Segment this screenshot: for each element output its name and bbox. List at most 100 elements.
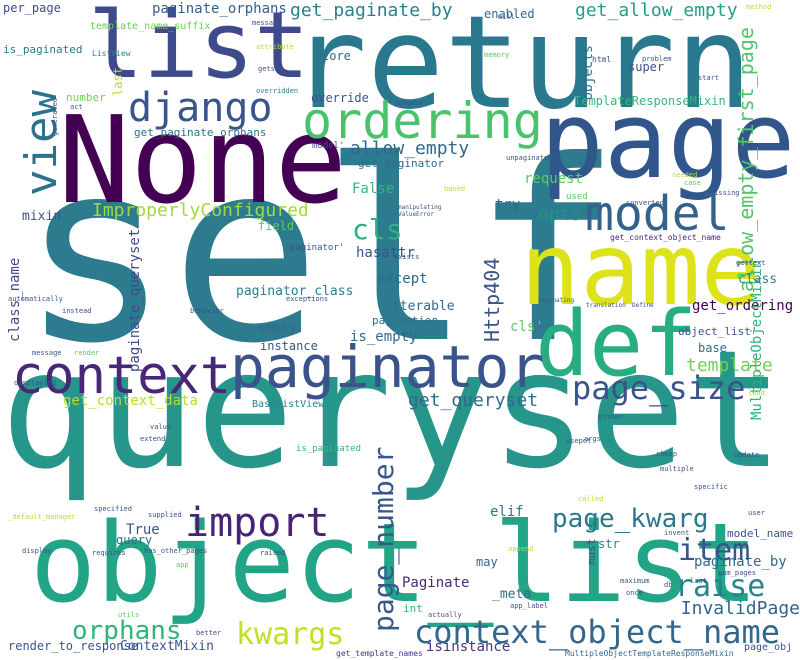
word-once: once (626, 589, 643, 597)
word-request: request (524, 171, 584, 187)
word-is-empty: is_empty (350, 329, 418, 345)
word-model: model (585, 186, 730, 242)
word-paginate-orphans: paginate_orphans (152, 1, 287, 17)
word-orphans: orphans (72, 616, 182, 646)
word-django: django (128, 85, 273, 131)
word-paginator: paginator (230, 333, 545, 401)
word-translation: translation (586, 302, 626, 309)
word-page-number: page_number (367, 446, 400, 632)
word-raise: raise (675, 569, 766, 604)
word-automatically: automatically (8, 295, 63, 303)
word-app-label: app_label (510, 602, 548, 610)
word-ordering: ordering (302, 92, 543, 150)
word-try: try (495, 197, 521, 213)
word-supplied: supplied (148, 511, 182, 519)
word-html: html (592, 55, 612, 64)
word-instead: instead (62, 307, 92, 315)
word-render: render (74, 349, 100, 357)
word-maximum: maximum (620, 577, 650, 585)
word-default-manager: _default_manager (8, 513, 76, 521)
word-invent: invent (664, 529, 690, 537)
word-needed: needed (672, 171, 698, 179)
word-problem: problem (642, 55, 672, 63)
word-pagination: pagination (372, 314, 439, 327)
word-case: case (684, 179, 701, 187)
word-mixin: mixin (22, 209, 62, 224)
word-args: args (584, 435, 601, 443)
word-get-paginate-by: get_paginate_by (290, 0, 453, 21)
word-get-paginate-orphans: get_paginate_orphans (134, 126, 267, 139)
word-displaying: displaying (14, 379, 57, 387)
word-int: int (403, 602, 423, 615)
word-update: update (734, 451, 760, 459)
word-generated: generated (51, 98, 59, 136)
word-attribute: attribute (256, 43, 294, 51)
word-queryset: queryset (0, 316, 784, 505)
word-app: app (176, 561, 189, 569)
word-baselistview: BaseListView (252, 399, 325, 410)
word-display: display (22, 547, 52, 555)
word-raised: raised (260, 549, 286, 557)
word-paginator-quote: paginator' (290, 243, 345, 253)
word-actually: actually (428, 611, 462, 619)
word-exists: exists (394, 253, 420, 261)
word-hasattr: hasattr (356, 245, 416, 261)
word-paginate-queryset: paginate_queryset (127, 228, 143, 372)
word-get-ordering: get_ordering (692, 298, 794, 314)
word-valueerror: ValueError (398, 211, 435, 218)
word-str: str (598, 537, 620, 551)
word-may: may (476, 555, 498, 569)
word-context-object-name: context_object_name (414, 613, 781, 651)
word-better: better (196, 629, 222, 637)
word-usepot: usepot (566, 437, 592, 445)
word-object-list-quote: object_list' (678, 325, 758, 338)
word-gettext: gettext (736, 259, 766, 267)
word-import: import (185, 500, 330, 546)
word-method: method (746, 3, 772, 11)
word-missing: missing (710, 189, 740, 197)
word-core: core (322, 49, 351, 63)
word-cls-quote: cls' (510, 319, 544, 335)
word-message: message (252, 19, 282, 27)
word-exceptions: exceptions (286, 295, 329, 303)
word-templateresponsemixin: TemplateResponseMixin (574, 94, 726, 108)
word-meta: _meta (492, 587, 532, 602)
word-num-pages: num_pages (718, 569, 756, 577)
word-must: must (585, 538, 598, 566)
word-true: True (126, 522, 160, 538)
word-paginating: paginating (538, 297, 575, 304)
word-get-paginator: get_paginator (358, 157, 445, 170)
word-requires: requires (92, 549, 126, 557)
word-multiple: multiple (660, 465, 694, 473)
word-template: template (686, 355, 773, 376)
word-get-template-names: get_template_names (336, 649, 423, 658)
word-override: override (311, 91, 369, 105)
word-invalidpage: InvalidPage (680, 598, 800, 619)
word-overridden: overridden (256, 87, 299, 95)
word-behavior: behavior (190, 307, 224, 315)
word-will: will (498, 13, 515, 21)
word-act: act (70, 103, 83, 111)
word-base: base (698, 341, 727, 355)
word-false: False (352, 181, 395, 197)
word-page: page (540, 79, 796, 202)
word-name: name (520, 211, 761, 328)
word-def: def (535, 292, 698, 397)
word-http404: Http404 (480, 257, 504, 342)
word-db: db (664, 581, 673, 589)
word-page-kwarg: page_kwarg (552, 504, 709, 534)
word-paginator-class: paginator_class (236, 284, 354, 299)
word-multipleobjecttemplateresponsemixin: MultipleObjectTemplateResponseMixin (565, 649, 734, 658)
word-extend: extend (140, 435, 166, 443)
word-kwargs: kwargs (236, 617, 345, 652)
word-based: based (444, 185, 466, 193)
word-isinstance: isinstance (426, 639, 511, 655)
word-get-context-object-name: get_context_object_name (610, 233, 721, 242)
word-last: last (111, 67, 125, 96)
word-utils: utils (118, 611, 140, 619)
word-model-name: model_name (727, 527, 794, 540)
word-iterable: iterable (392, 299, 455, 314)
word-number: number (66, 91, 106, 104)
word-paginate-by: paginate_by (694, 554, 787, 570)
